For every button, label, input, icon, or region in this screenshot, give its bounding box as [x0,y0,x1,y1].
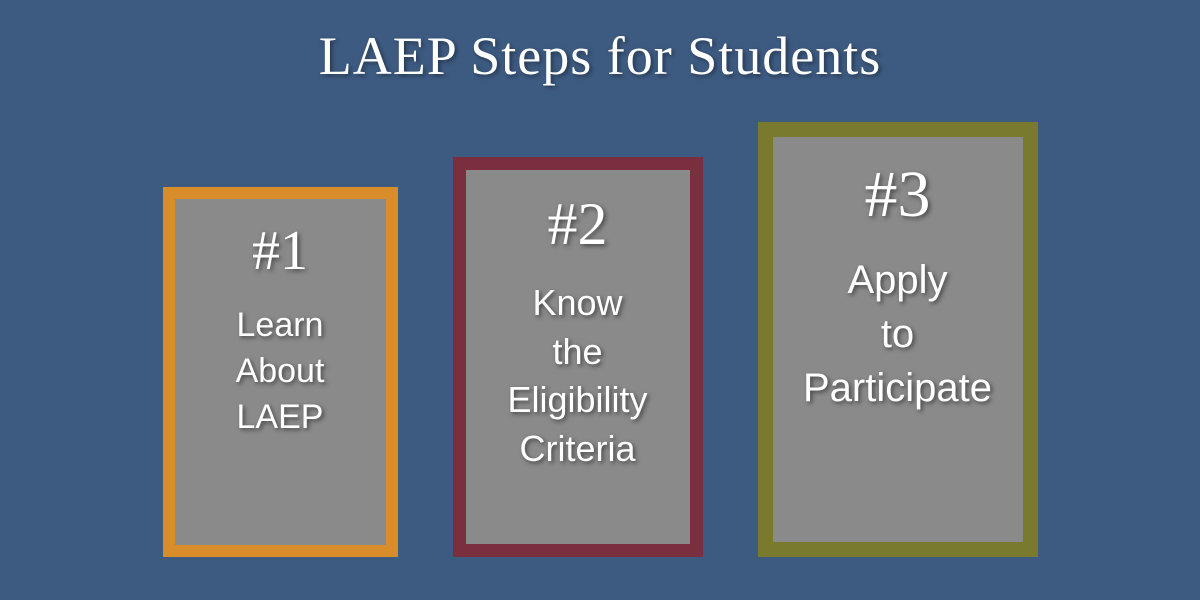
step-card-1: #1 LearnAboutLAEP [163,187,398,557]
step-number-2: #2 [548,190,608,259]
step-card-2: #2 KnowtheEligibilityCriteria [453,157,703,557]
step-text-2: KnowtheEligibilityCriteria [507,279,647,473]
step-text-1: LearnAboutLAEP [236,303,325,441]
cards-row: #1 LearnAboutLAEP #2 KnowtheEligibilityC… [0,122,1200,557]
page-title: LAEP Steps for Students [319,25,882,87]
infographic-container: LAEP Steps for Students #1 LearnAboutLAE… [0,0,1200,600]
step-card-3: #3 ApplytoParticipate [758,122,1038,557]
step-text-3: ApplytoParticipate [803,253,992,415]
step-number-1: #1 [252,219,308,283]
step-number-3: #3 [865,157,931,233]
